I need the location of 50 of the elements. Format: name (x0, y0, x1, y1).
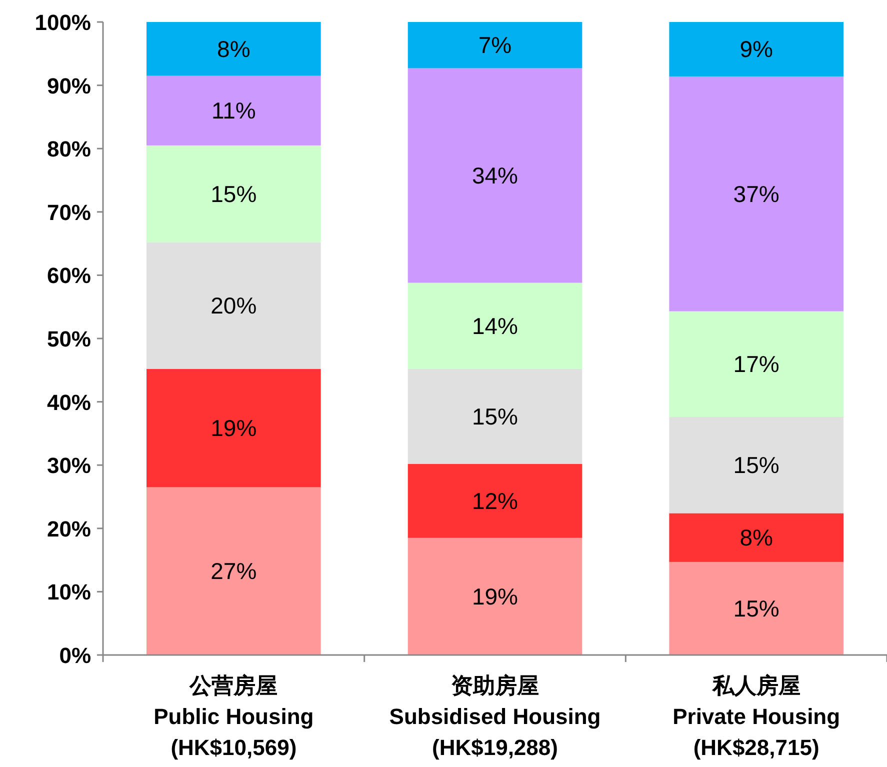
bar (146, 242, 321, 369)
bar (408, 68, 582, 283)
y-tick-label: 70% (46, 200, 91, 225)
data-label: 12% (472, 488, 518, 514)
y-tick-label: 50% (46, 326, 91, 352)
bar (146, 487, 321, 655)
y-tick-label: 40% (46, 390, 91, 415)
x-tick-label: 私人房屋 Private Housing (HK$28,715) (672, 673, 840, 760)
bar (146, 22, 321, 76)
data-label: 7% (478, 32, 512, 58)
data-label: 17% (733, 351, 780, 378)
x-tick-label: 公营房屋 Public Housing (HK$10,569) (154, 673, 314, 760)
bar (669, 416, 844, 514)
bar (669, 311, 844, 417)
bar (408, 538, 582, 655)
y-tick-label: 30% (46, 453, 91, 478)
data-label: 37% (733, 180, 780, 207)
bar (408, 464, 582, 538)
y-tick-label: 0% (59, 643, 91, 668)
bar (408, 22, 582, 68)
data-label: 8% (740, 524, 773, 551)
data-label: 19% (210, 415, 257, 442)
data-label: 15% (733, 452, 780, 478)
bar (408, 282, 582, 369)
bar (146, 145, 321, 242)
y-tick-label: 80% (46, 136, 91, 162)
data-label: 15% (210, 180, 257, 207)
bar (669, 562, 844, 655)
x-tick-label: 资助房屋 Subsidised Housing (HK$19,288) (389, 673, 601, 760)
data-label: 27% (210, 558, 257, 584)
data-label: 9% (740, 36, 773, 62)
bar (146, 76, 321, 146)
bar (669, 22, 844, 76)
bar (408, 368, 582, 464)
y-tick-label: 20% (46, 516, 91, 542)
y-tick-label: 10% (46, 580, 91, 605)
bar (669, 513, 844, 562)
data-label: 20% (210, 292, 257, 319)
data-label: 15% (733, 595, 780, 622)
data-label: 34% (472, 162, 518, 189)
y-tick-label: 100% (34, 10, 91, 35)
y-tick-label: 90% (46, 73, 91, 98)
data-label: 14% (472, 312, 518, 339)
y-tick-label: 60% (46, 263, 91, 288)
data-label: 8% (217, 36, 250, 62)
data-label: 11% (212, 98, 256, 124)
bar (146, 368, 321, 488)
data-label: 19% (472, 583, 518, 610)
data-label: 15% (472, 403, 518, 430)
bar (669, 76, 844, 312)
